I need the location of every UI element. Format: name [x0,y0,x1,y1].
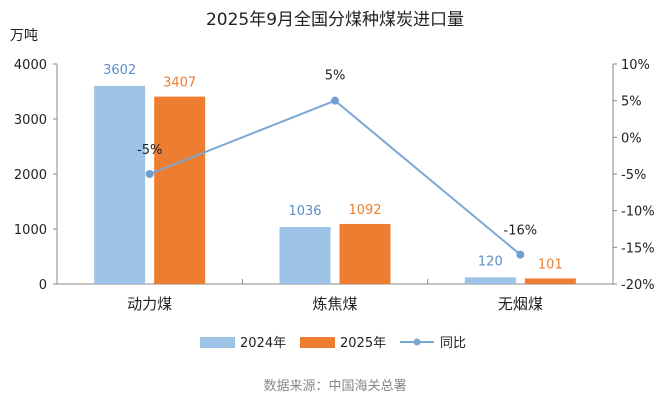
left-tick-label: 4000 [14,58,47,73]
bar-value-label: 120 [478,254,503,269]
right-tick-label: 5% [621,95,642,110]
legend-marker-yoy [413,338,421,346]
legend-swatch-2024 [200,337,235,348]
yoy-value-label: -5% [137,143,162,158]
yoy-line [149,99,521,256]
bar-2024年-无烟煤 [464,277,516,284]
bar-value-label: 3407 [163,76,196,91]
left-tick-label: 2000 [14,168,47,183]
bar-2024年-动力煤 [94,85,146,284]
legend-swatch-2025 [300,337,335,348]
right-tick-label: -10% [621,205,655,220]
category-label: 无烟煤 [498,295,543,313]
bar-value-label: 1036 [288,204,321,219]
right-tick-label: 10% [621,58,650,73]
bar-value-label: 3602 [103,63,136,78]
bar-2025年-炼焦煤 [339,223,391,284]
legend: 2024年 2025年 同比 [200,336,466,351]
yoy-value-label: -16% [504,224,538,239]
bar-value-label: 1092 [348,203,381,218]
category-label: 动力煤 [127,295,172,313]
right-tick-label: -15% [621,241,655,256]
left-tick-label: 1000 [14,223,47,238]
bar-2025年-无烟煤 [524,278,576,284]
yoy-point [331,96,339,105]
source-note: 数据来源：中国海关总署 [263,379,406,394]
yoy-value-label: 5% [325,69,346,84]
bar-2025年-动力煤 [154,96,206,285]
right-tick-label: -20% [621,278,655,293]
yoy-point [516,250,525,259]
bar-value-label: 101 [538,257,563,272]
chart-title: 2025年9月全国分煤种煤炭进口量 [206,10,464,30]
y-axis-label: 万吨 [10,28,38,44]
category-label: 炼焦煤 [312,295,357,313]
legend-label-yoy: 同比 [440,336,466,351]
left-tick-label: 3000 [14,113,47,128]
right-tick-label: 0% [621,131,642,146]
right-tick-label: -5% [621,168,646,183]
legend-label-2024: 2024年 [240,336,286,351]
bar-2024年-炼焦煤 [279,227,331,284]
left-tick-label: 0 [39,278,47,293]
legend-label-2025: 2025年 [340,336,386,351]
yoy-point [145,170,154,178]
